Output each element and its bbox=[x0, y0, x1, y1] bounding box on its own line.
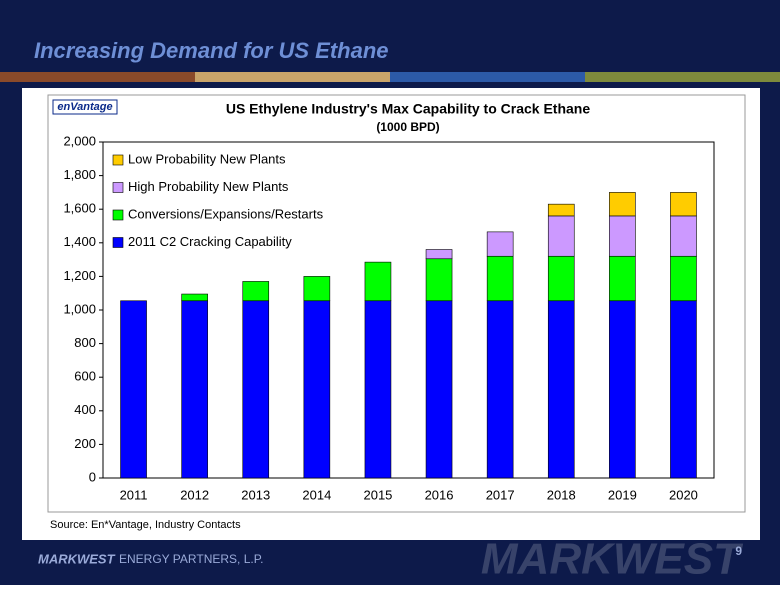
bar-segment bbox=[242, 300, 270, 479]
legend-label: Conversions/Expansions/Restarts bbox=[128, 206, 324, 221]
y-tick-label: 1,800 bbox=[63, 167, 96, 182]
chart-subtitle: (1000 BPD) bbox=[376, 120, 439, 134]
source-note: Source: En*Vantage, Industry Contacts bbox=[50, 519, 241, 531]
y-tick-label: 1,400 bbox=[63, 234, 96, 249]
x-tick-label: 2015 bbox=[363, 487, 392, 502]
y-tick-label: 800 bbox=[74, 335, 96, 350]
y-tick-label: 0 bbox=[89, 469, 96, 484]
legend-swatch bbox=[112, 182, 124, 193]
bar-segment bbox=[609, 300, 636, 479]
bar-segment bbox=[364, 261, 392, 302]
bar-segment bbox=[670, 300, 697, 479]
bar-segment bbox=[547, 255, 575, 302]
bar-segment bbox=[670, 192, 697, 217]
y-tick-label: 600 bbox=[74, 369, 96, 384]
y-tick-label: 1,200 bbox=[63, 268, 96, 283]
bar-segment bbox=[486, 231, 514, 257]
y-tick-label: 1,600 bbox=[63, 201, 96, 216]
bar-segment bbox=[670, 215, 697, 257]
x-tick-label: 2012 bbox=[180, 487, 209, 502]
footer-brand: MARKWEST bbox=[38, 551, 116, 566]
bar-segment bbox=[120, 300, 147, 479]
bar-segment bbox=[425, 249, 453, 260]
chart-title: US Ethylene Industry's Max Capability to… bbox=[226, 101, 591, 117]
stripe bbox=[390, 72, 585, 82]
legend-swatch bbox=[112, 209, 124, 221]
x-tick-label: 2020 bbox=[669, 487, 698, 502]
bar-segment bbox=[486, 300, 514, 479]
logo: enVantage bbox=[57, 101, 112, 113]
legend-swatch bbox=[112, 237, 124, 248]
bar-segment bbox=[547, 215, 575, 257]
x-tick-label: 2011 bbox=[120, 487, 148, 502]
bar-segment bbox=[547, 300, 575, 479]
y-tick-label: 2,000 bbox=[63, 133, 96, 148]
x-tick-label: 2017 bbox=[486, 487, 515, 502]
bar-segment bbox=[609, 192, 636, 217]
bar-segment bbox=[670, 255, 697, 302]
footer-company: ENERGY PARTNERS, L.P. bbox=[119, 552, 264, 566]
logo-box bbox=[52, 99, 118, 115]
x-tick-label: 2014 bbox=[302, 487, 331, 502]
bar-segment bbox=[303, 276, 331, 302]
y-tick-label: 1,000 bbox=[63, 301, 96, 316]
bar-segment bbox=[364, 300, 392, 479]
x-tick-label: 2016 bbox=[425, 487, 454, 502]
x-tick-label: 2019 bbox=[608, 487, 637, 502]
y-tick-label: 400 bbox=[74, 402, 96, 417]
legend-box bbox=[109, 147, 341, 255]
stripe bbox=[195, 72, 390, 82]
slide-title: Increasing Demand for US Ethane bbox=[34, 38, 389, 63]
bar-segment bbox=[425, 258, 453, 302]
stripe bbox=[585, 72, 780, 82]
bar-segment bbox=[609, 215, 636, 257]
legend-label: Low Probability New Plants bbox=[128, 151, 286, 166]
bar-segment bbox=[303, 300, 331, 479]
footer-watermark: MARKWEST bbox=[481, 535, 743, 584]
x-tick-label: 2013 bbox=[241, 487, 270, 502]
legend-label: 2011 C2 Cracking Capability bbox=[128, 234, 292, 249]
bar-segment bbox=[181, 293, 208, 302]
bar-segment bbox=[547, 203, 575, 217]
bar-segment bbox=[242, 281, 270, 302]
page-number: 9 bbox=[735, 544, 742, 558]
bar-segment bbox=[486, 255, 514, 302]
bar-segment bbox=[181, 300, 208, 479]
stripe bbox=[0, 72, 195, 82]
legend-swatch bbox=[112, 154, 124, 166]
bar-segment bbox=[609, 255, 636, 302]
x-tick-label: 2018 bbox=[547, 487, 576, 502]
legend-label: High Probability New Plants bbox=[128, 179, 289, 194]
bar-segment bbox=[425, 300, 453, 479]
y-tick-label: 200 bbox=[74, 436, 96, 451]
